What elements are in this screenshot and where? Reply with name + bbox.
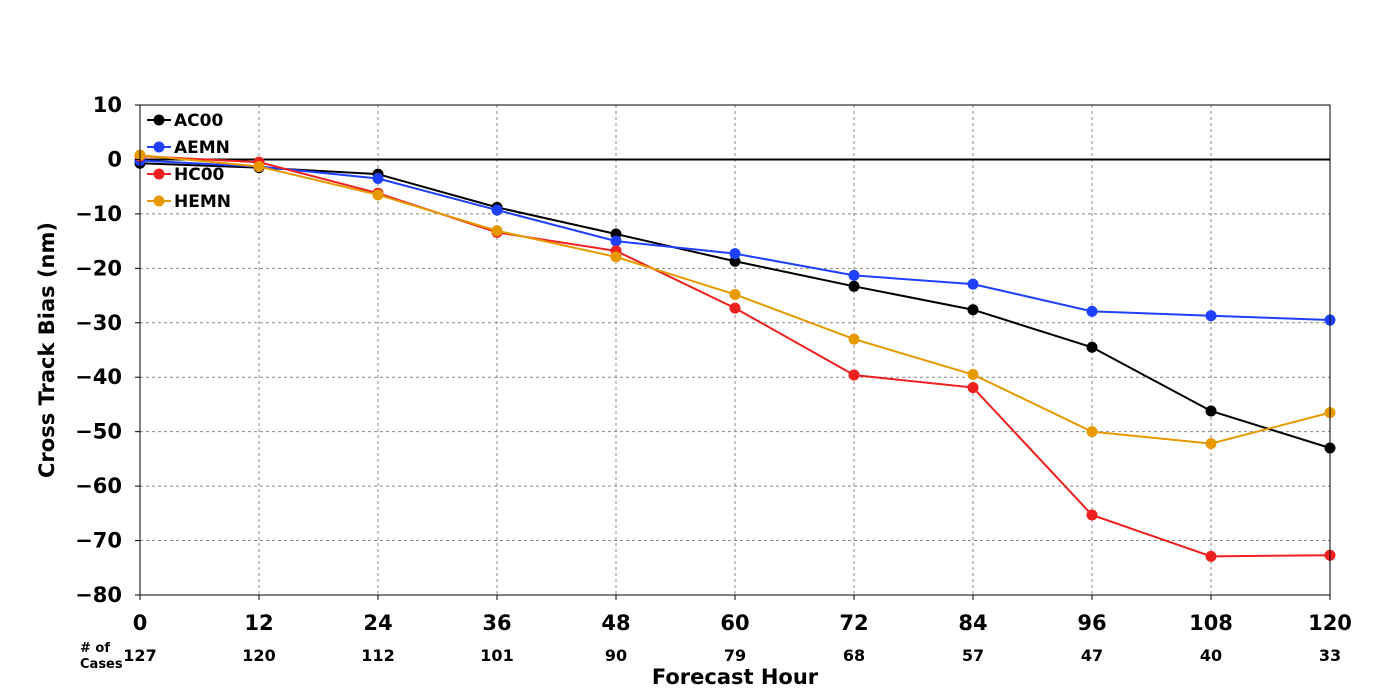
- x-tick-label: 0: [133, 611, 148, 635]
- cases-count: 79: [724, 646, 746, 665]
- data-point-hemn: [1205, 438, 1217, 450]
- legend-item-aemn: AEMN: [147, 138, 230, 158]
- y-tick-label: 0: [107, 147, 122, 171]
- legend-marker: [153, 141, 165, 153]
- y-tick-label: −20: [75, 256, 122, 280]
- x-axis-label: Forecast Hour: [652, 665, 819, 689]
- y-tick-label: −10: [75, 202, 122, 226]
- cases-count: 120: [242, 646, 275, 665]
- data-point-hemn: [967, 369, 979, 380]
- data-point-aemn: [729, 248, 741, 260]
- series-hemn: [134, 149, 1336, 450]
- y-axis-ticks: 10 0 −10 −20 −30 −40 −50 −60 −70 −80: [75, 93, 140, 607]
- legend-label: HEMN: [174, 192, 231, 212]
- series-layer: [134, 149, 1336, 562]
- legend: AC00 AEMN HC00 HEMN: [147, 111, 231, 212]
- data-point-hemn: [253, 161, 265, 173]
- legend-marker: [153, 195, 165, 207]
- legend-label: AC00: [174, 111, 223, 131]
- data-point-ac00: [729, 255, 741, 267]
- legend-item-hc00: HC00: [147, 165, 225, 185]
- y-tick-label: −80: [75, 583, 122, 607]
- data-point-hc00: [1086, 509, 1098, 521]
- cases-count: 40: [1200, 646, 1222, 665]
- cases-row: 127 120 112 101 90 79 68 57 47 40 33: [123, 646, 1341, 665]
- x-axis-ticks: 0 12 24 36 48 60 72 84 96 108 120: [133, 595, 1352, 635]
- y-axis-label: Cross Track Bias (nm): [35, 222, 59, 478]
- data-point-aemn: [967, 278, 979, 290]
- legend-marker: [153, 114, 165, 126]
- y-tick-label: −60: [75, 474, 122, 498]
- x-tick-label: 84: [958, 611, 987, 635]
- legend-marker: [153, 168, 165, 180]
- data-point-hc00: [1205, 550, 1217, 562]
- x-tick-label: 36: [482, 611, 511, 635]
- cases-label-line-1: # of: [80, 641, 110, 656]
- x-tick-label: 108: [1189, 611, 1233, 635]
- cases-count: 47: [1081, 646, 1103, 665]
- data-point-hemn: [372, 189, 384, 201]
- cases-count: 127: [123, 646, 156, 665]
- x-tick-label: 72: [839, 611, 868, 635]
- cases-count: 33: [1319, 646, 1341, 665]
- data-point-ac00: [967, 304, 979, 316]
- legend-item-ac00: AC00: [147, 111, 223, 131]
- grid: [140, 105, 1330, 595]
- y-tick-label: −30: [75, 311, 122, 335]
- data-point-aemn: [610, 235, 622, 247]
- series-hc00: [134, 150, 1336, 562]
- data-point-ac00: [848, 280, 860, 292]
- data-point-hc00: [848, 369, 860, 381]
- data-point-aemn: [1086, 305, 1098, 317]
- x-tick-label: 96: [1077, 611, 1106, 635]
- y-tick-label: −70: [75, 529, 122, 553]
- cases-count: 112: [361, 646, 394, 665]
- x-tick-label: 12: [244, 611, 273, 635]
- data-point-aemn: [1205, 310, 1217, 322]
- cases-count: 90: [605, 646, 627, 665]
- data-point-hemn: [610, 251, 622, 263]
- y-tick-label: −40: [75, 365, 122, 389]
- cases-count: 68: [843, 646, 865, 665]
- legend-label: AEMN: [174, 138, 230, 158]
- cases-count: 101: [480, 646, 513, 665]
- legend-label: HC00: [174, 165, 225, 185]
- data-point-ac00: [1205, 405, 1217, 417]
- data-point-ac00: [1086, 341, 1098, 353]
- legend-item-hemn: HEMN: [147, 192, 231, 212]
- data-point-hemn: [729, 288, 741, 300]
- data-point-aemn: [848, 269, 860, 281]
- data-point-aemn: [372, 173, 384, 184]
- data-point-hc00: [729, 302, 741, 314]
- y-tick-label: −50: [75, 420, 122, 444]
- y-tick-label: 10: [93, 93, 122, 117]
- x-tick-label: 48: [601, 611, 630, 635]
- data-point-hemn: [848, 333, 860, 345]
- x-tick-label: 24: [363, 611, 392, 635]
- cases-label-line-2: Cases: [80, 657, 123, 672]
- data-point-hemn: [491, 225, 503, 237]
- x-tick-label: 60: [720, 611, 749, 635]
- x-tick-label: 120: [1308, 611, 1352, 635]
- data-point-hemn: [1086, 426, 1098, 438]
- cases-count: 57: [962, 646, 984, 665]
- data-point-hc00: [967, 382, 979, 394]
- data-point-aemn: [491, 204, 503, 216]
